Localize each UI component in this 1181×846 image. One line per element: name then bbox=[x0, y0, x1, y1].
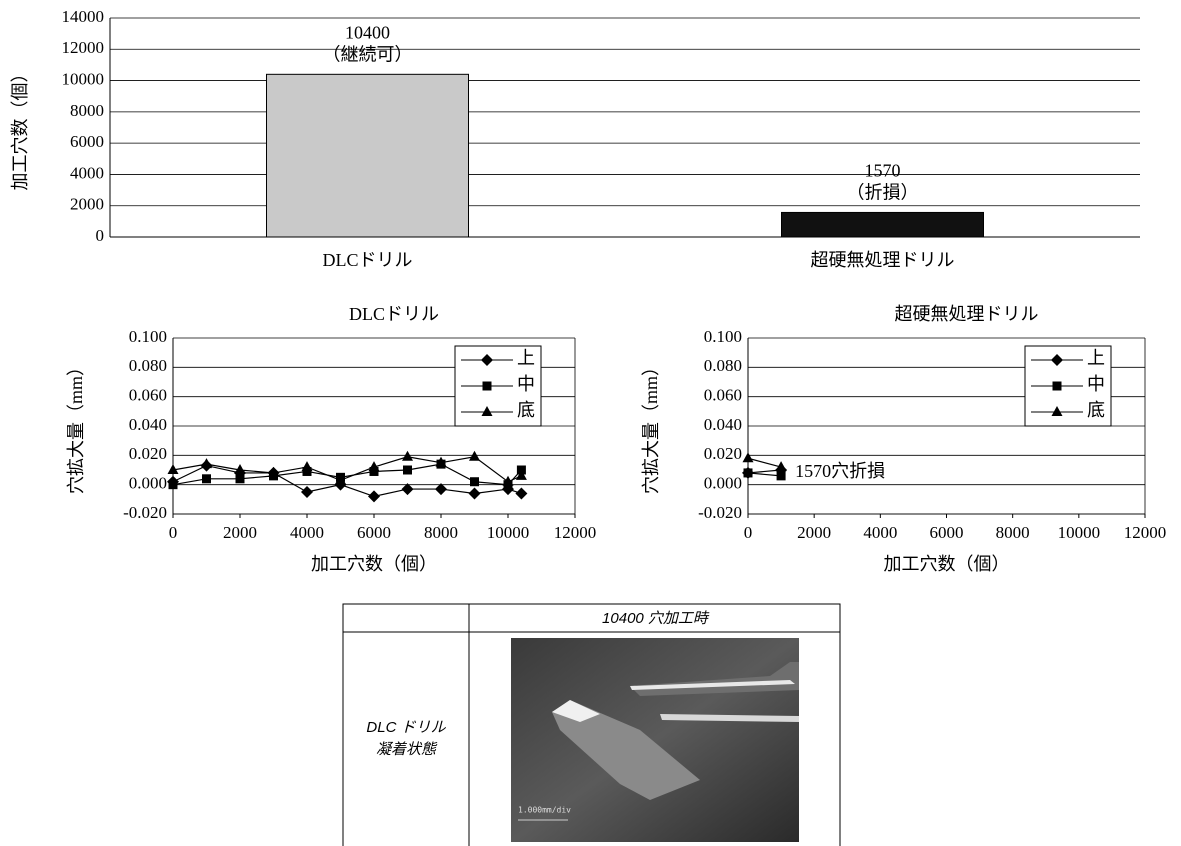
row-label: DLC ドリル bbox=[366, 719, 446, 736]
x-tick-label: 4000 bbox=[863, 523, 897, 542]
y-tick-label: 12000 bbox=[62, 38, 105, 57]
marker bbox=[744, 468, 753, 477]
y-tick-label: 0.040 bbox=[129, 415, 167, 434]
bar bbox=[782, 212, 984, 237]
chart-title: DLCドリル bbox=[349, 304, 439, 324]
x-tick-label: DLCドリル bbox=[323, 250, 413, 270]
y-tick-label: 6000 bbox=[70, 132, 104, 151]
y-tick-label: 8000 bbox=[70, 101, 104, 120]
y-tick-label: 0.020 bbox=[704, 444, 742, 463]
annotation: 1570穴折損 bbox=[795, 461, 885, 481]
y-tick-label: -0.020 bbox=[698, 503, 742, 522]
x-tick-label: 8000 bbox=[996, 523, 1030, 542]
x-tick-label: 6000 bbox=[930, 523, 964, 542]
y-tick-label: 0.000 bbox=[129, 474, 167, 493]
data-label: 10400 bbox=[345, 22, 390, 42]
bar bbox=[267, 74, 469, 237]
chart-title: 超硬無処理ドリル bbox=[895, 304, 1039, 324]
y-axis-title: 加工穴数（個） bbox=[10, 65, 30, 191]
marker bbox=[470, 477, 479, 486]
legend-label: 上 bbox=[517, 348, 535, 368]
y-tick-label: -0.020 bbox=[123, 503, 167, 522]
y-tick-label: 0.060 bbox=[129, 386, 167, 405]
y-tick-label: 0 bbox=[96, 226, 105, 245]
y-axis-title: 穴拡大量（mm） bbox=[641, 358, 661, 494]
y-tick-label: 14000 bbox=[62, 7, 105, 26]
legend-label: 中 bbox=[517, 374, 535, 394]
figure: 10400 穴加工時 DLC ドリル 凝着状態 1.000mm/div 0 200… bbox=[0, 0, 1181, 846]
y-tick-label: 0.000 bbox=[704, 474, 742, 493]
series-line bbox=[748, 458, 781, 467]
marker bbox=[169, 480, 178, 489]
marker bbox=[301, 486, 313, 498]
legend-label: 中 bbox=[1087, 374, 1105, 394]
x-tick-label: 10000 bbox=[1058, 523, 1101, 542]
y-tick-label: 10000 bbox=[62, 69, 105, 88]
x-tick-label: 12000 bbox=[554, 523, 597, 542]
x-tick-label: 8000 bbox=[424, 523, 458, 542]
x-tick-label: 10000 bbox=[487, 523, 530, 542]
y-tick-label: 2000 bbox=[70, 195, 104, 214]
x-tick-label: 6000 bbox=[357, 523, 391, 542]
y-tick-label: 0.060 bbox=[704, 386, 742, 405]
series-line bbox=[173, 466, 521, 497]
x-tick-label: 2000 bbox=[223, 523, 257, 542]
marker bbox=[743, 452, 754, 462]
marker bbox=[483, 382, 492, 391]
data-annotation: （折損） bbox=[847, 183, 919, 203]
y-tick-label: 0.040 bbox=[704, 415, 742, 434]
marker bbox=[402, 451, 413, 461]
marker bbox=[1053, 382, 1062, 391]
marker bbox=[515, 487, 527, 499]
x-tick-label: 超硬無処理ドリル bbox=[811, 250, 955, 270]
marker bbox=[202, 474, 211, 483]
y-tick-label: 0.100 bbox=[129, 327, 167, 346]
y-tick-label: 0.100 bbox=[704, 327, 742, 346]
table-header: 10400 穴加工時 bbox=[602, 610, 710, 627]
marker bbox=[469, 487, 481, 499]
x-tick-label: 0 bbox=[169, 523, 178, 542]
scale-label: 1.000mm/div bbox=[518, 806, 571, 815]
marker bbox=[403, 466, 412, 475]
x-tick-label: 4000 bbox=[290, 523, 324, 542]
data-label: 1570 bbox=[865, 161, 901, 181]
x-tick-label: 0 bbox=[744, 523, 753, 542]
marker bbox=[201, 458, 212, 468]
marker bbox=[302, 461, 313, 471]
marker bbox=[777, 471, 786, 480]
legend-label: 底 bbox=[1087, 400, 1105, 420]
legend-label: 底 bbox=[517, 400, 535, 420]
data-annotation: （継続可） bbox=[323, 44, 413, 64]
marker bbox=[368, 490, 380, 502]
marker bbox=[236, 474, 245, 483]
row-label: 凝着状態 bbox=[376, 741, 438, 758]
series-line bbox=[748, 473, 781, 476]
x-axis-title: 加工穴数（個） bbox=[311, 554, 437, 574]
y-tick-label: 0.020 bbox=[129, 444, 167, 463]
photo: 1.000mm/div bbox=[511, 638, 799, 842]
x-tick-label: 12000 bbox=[1124, 523, 1167, 542]
x-tick-label: 2000 bbox=[797, 523, 831, 542]
y-tick-label: 4000 bbox=[70, 163, 104, 182]
y-tick-label: 0.080 bbox=[129, 356, 167, 375]
marker bbox=[469, 451, 480, 461]
x-axis-title: 加工穴数（個） bbox=[884, 554, 1010, 574]
y-axis-title: 穴拡大量（mm） bbox=[66, 358, 86, 494]
legend-label: 上 bbox=[1087, 348, 1105, 368]
y-tick-label: 0.080 bbox=[704, 356, 742, 375]
